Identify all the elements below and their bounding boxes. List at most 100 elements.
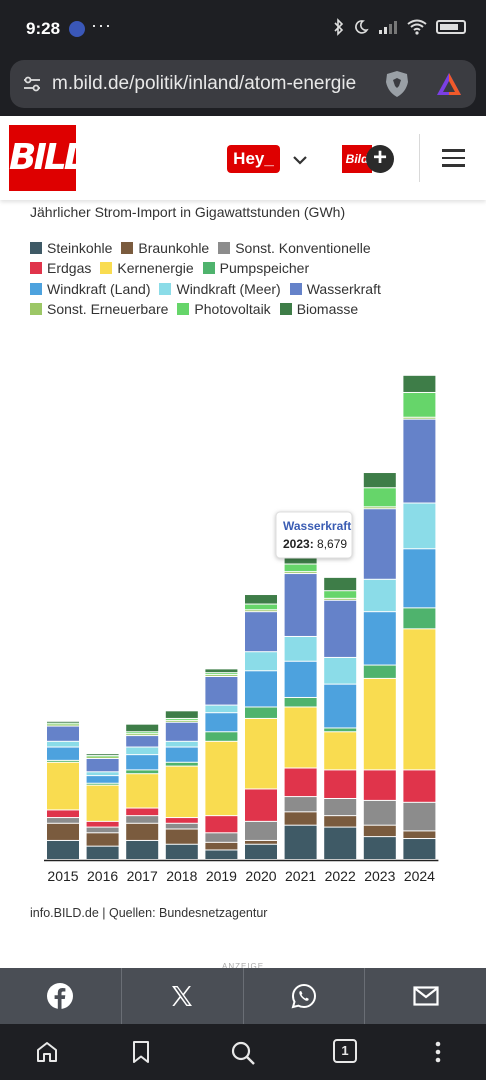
bar-segment[interactable]: [47, 726, 79, 741]
bar-segment[interactable]: [324, 728, 357, 732]
bar-segment[interactable]: [165, 829, 198, 844]
bar-segment[interactable]: [403, 839, 436, 859]
bar-segment[interactable]: [205, 675, 238, 676]
bar-segment[interactable]: [47, 762, 79, 810]
bar-segment[interactable]: [324, 577, 357, 591]
bild-logo[interactable]: BILD: [9, 125, 94, 191]
home-icon[interactable]: [35, 1040, 59, 1064]
bar-segment[interactable]: [86, 846, 119, 859]
brave-rewards-icon[interactable]: [436, 72, 462, 96]
bar-segment[interactable]: [126, 755, 159, 770]
bar-segment[interactable]: [245, 789, 277, 821]
bar-segment[interactable]: [165, 818, 198, 823]
share-x-button[interactable]: [122, 968, 244, 1024]
bar-segment[interactable]: [324, 657, 357, 684]
bar-segment[interactable]: [47, 818, 79, 823]
bar-segment[interactable]: [86, 821, 119, 827]
bar-segment[interactable]: [126, 736, 159, 747]
bar-segment[interactable]: [205, 816, 238, 833]
bar-segment[interactable]: [165, 718, 198, 720]
bar-segment[interactable]: [284, 636, 317, 661]
bar-segment[interactable]: [126, 816, 159, 823]
bar-segment[interactable]: [165, 823, 198, 829]
bar-segment[interactable]: [284, 564, 317, 572]
bar-segment[interactable]: [47, 724, 79, 726]
bar-segment[interactable]: [165, 711, 198, 718]
bar-segment[interactable]: [284, 661, 317, 697]
bar-segment[interactable]: [363, 509, 396, 579]
bar-segment[interactable]: [205, 713, 238, 732]
legend-item[interactable]: Sonst. Erneuerbare: [30, 301, 168, 317]
bar-segment[interactable]: [165, 762, 198, 766]
bar-segment[interactable]: [47, 760, 79, 762]
legend-item[interactable]: Erdgas: [30, 260, 91, 276]
bar-segment[interactable]: [245, 844, 277, 859]
bar-segment[interactable]: [284, 572, 317, 574]
bar-segment[interactable]: [324, 732, 357, 770]
bar-segment[interactable]: [403, 419, 436, 503]
bar-segment[interactable]: [205, 833, 238, 842]
bar-segment[interactable]: [47, 810, 79, 818]
bar-segment[interactable]: [324, 770, 357, 798]
legend-item[interactable]: Sonst. Konventionelle: [218, 240, 371, 256]
bar-segment[interactable]: [165, 722, 198, 741]
bar-segment[interactable]: [363, 473, 396, 488]
bar-segment[interactable]: [245, 707, 277, 718]
bar-segment[interactable]: [363, 678, 396, 770]
bar-segment[interactable]: [86, 827, 119, 833]
bar-segment[interactable]: [324, 591, 357, 598]
bar-segment[interactable]: [245, 652, 277, 671]
bar-segment[interactable]: [403, 629, 436, 770]
bar-segment[interactable]: [403, 831, 436, 839]
bar-segment[interactable]: [126, 770, 159, 774]
bar-segment[interactable]: [86, 785, 119, 821]
bar-segment[interactable]: [205, 669, 238, 673]
bar-segment[interactable]: [86, 833, 119, 846]
bar-segment[interactable]: [363, 665, 396, 678]
bar-segment[interactable]: [363, 488, 396, 507]
bar-segment[interactable]: [86, 754, 119, 756]
chevron-down-icon[interactable]: [290, 150, 310, 170]
bild-plus-button[interactable]: Bild +: [342, 145, 394, 173]
bar-segment[interactable]: [86, 776, 119, 783]
bar-segment[interactable]: [205, 842, 238, 850]
bar-segment[interactable]: [284, 555, 317, 564]
share-email-button[interactable]: [365, 968, 486, 1024]
legend-item[interactable]: Photovoltaik: [177, 301, 271, 317]
bar-segment[interactable]: [126, 724, 159, 732]
bar-segment[interactable]: [245, 610, 277, 612]
bar-segment[interactable]: [205, 677, 238, 705]
bar-segment[interactable]: [86, 756, 119, 757]
bar-segment[interactable]: [324, 816, 357, 827]
bar-segment[interactable]: [403, 417, 436, 419]
bookmark-icon[interactable]: [130, 1040, 152, 1064]
bar-segment[interactable]: [324, 799, 357, 816]
bar-segment[interactable]: [245, 840, 277, 844]
bar-segment[interactable]: [363, 612, 396, 665]
bar-segment[interactable]: [284, 574, 317, 636]
legend-item[interactable]: Windkraft (Land): [30, 281, 150, 297]
legend-item[interactable]: Wasserkraft: [289, 281, 381, 297]
bar-segment[interactable]: [245, 604, 277, 610]
bar-segment[interactable]: [126, 823, 159, 840]
bar-segment[interactable]: [284, 797, 317, 812]
legend-item[interactable]: Biomasse: [279, 301, 358, 317]
legend-item[interactable]: Pumpspeicher: [202, 260, 309, 276]
bar-segment[interactable]: [47, 823, 79, 840]
bar-segment[interactable]: [205, 673, 238, 675]
bar-segment[interactable]: [324, 684, 357, 728]
bar-segment[interactable]: [205, 705, 238, 713]
bar-segment[interactable]: [126, 840, 159, 859]
bar-segment[interactable]: [324, 827, 357, 859]
bar-segment[interactable]: [363, 770, 396, 800]
bar-segment[interactable]: [126, 734, 159, 736]
bar-segment[interactable]: [126, 774, 159, 808]
bar-segment[interactable]: [245, 612, 277, 652]
bar-segment[interactable]: [363, 837, 396, 859]
bar-segment[interactable]: [403, 802, 436, 831]
bar-segment[interactable]: [126, 732, 159, 734]
more-options-icon[interactable]: [432, 1040, 444, 1064]
legend-item[interactable]: Braunkohle: [121, 240, 209, 256]
bar-segment[interactable]: [47, 721, 79, 723]
bar-segment[interactable]: [324, 598, 357, 600]
